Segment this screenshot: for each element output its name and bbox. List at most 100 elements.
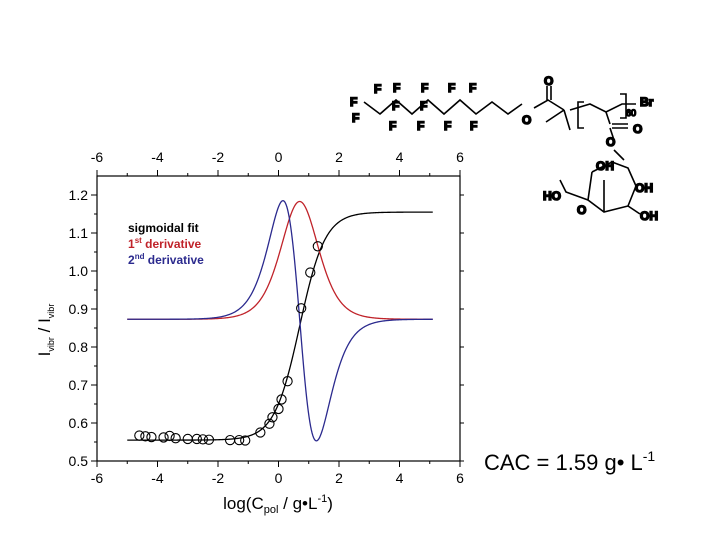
atom-label: F (392, 99, 399, 113)
y-axis-title: Ivibr / Ivibr (35, 304, 56, 357)
y-axis-title-slash: / (35, 323, 54, 337)
y-axis-title-main: I (35, 352, 54, 357)
data-point (140, 431, 151, 442)
legend-item: 1st derivative (128, 236, 202, 251)
y-axis-title-sub2: vibr (46, 304, 56, 319)
atom-label: OH (635, 181, 653, 195)
atom-label: F (470, 119, 477, 133)
y-tick-label: 0.6 (69, 415, 89, 431)
atom-label: F (393, 81, 400, 95)
x-tick-label-bottom: 6 (456, 470, 464, 486)
atom-label: O (544, 74, 553, 88)
legend-item-text: 1 (128, 237, 135, 251)
x-axis-title-end: ) (327, 494, 333, 513)
legend-item-sup: st (135, 236, 142, 245)
data-point (296, 303, 307, 314)
atom-label: F (420, 99, 427, 113)
repeat-subscript: 60 (626, 108, 636, 118)
legend-item: sigmoidal fit (128, 221, 199, 235)
data-point (312, 241, 323, 252)
data-point (197, 434, 209, 445)
data-point (234, 434, 245, 446)
second-derivative-line (127, 199, 433, 442)
x-tick-label-bottom: 0 (275, 470, 283, 486)
x-axis-title: log(Cpol / g•L-1) (223, 493, 333, 516)
data-point (264, 418, 275, 429)
legend-item: 2nd derivative (128, 252, 204, 267)
atom-label: HO (543, 189, 561, 203)
legend-item-text: sigmoidal fit (128, 221, 199, 235)
x-tick-label-bottom: 4 (396, 470, 404, 486)
x-tick-label-top: 6 (456, 149, 464, 165)
atom-label: OH (640, 209, 658, 223)
x-axis-title-mid: / g•L (278, 494, 317, 513)
x-tick-label-bottom: -4 (151, 470, 164, 486)
y-axis-title-main2: I (35, 318, 54, 323)
legend-item-rest: derivative (142, 237, 202, 251)
data-point (273, 403, 284, 415)
data-point (164, 430, 175, 442)
atom-label: F (421, 81, 428, 95)
atom-label: F (448, 81, 455, 95)
x-tick-label-top: 2 (335, 149, 343, 165)
atom-label: F (389, 119, 396, 133)
atom-label: F (352, 111, 359, 125)
atom-label: F (469, 81, 476, 95)
y-tick-label: 1.1 (69, 225, 89, 241)
sigmoidal-fit-line (127, 211, 433, 441)
plot-frame: -6 -6 -4 -4 -2 -2 0 0 2 2 4 4 6 6 0.5 0.6 0.7 0.8 0.9 1.0 1.… (69, 149, 465, 486)
x-axis-title-sup: -1 (317, 493, 327, 505)
x-tick-label-bottom: -2 (212, 470, 225, 486)
data-point (182, 433, 193, 445)
fit-curves (127, 199, 433, 442)
data-point (267, 412, 278, 423)
data-point (170, 433, 181, 444)
data-points (134, 241, 323, 446)
cac-annotation: CAC = 1.59 g• L-1 (484, 448, 655, 475)
data-point (224, 434, 236, 446)
data-point (191, 433, 202, 445)
x-tick-label-top: 4 (396, 149, 404, 165)
data-point (203, 434, 215, 445)
atom-label: F (374, 82, 381, 96)
y-tick-label: 0.9 (69, 301, 89, 317)
data-point (305, 267, 316, 278)
x-axis-title-main: log(C (223, 494, 264, 513)
legend-item-sup: nd (135, 252, 145, 261)
atom-label: Br (640, 95, 654, 109)
data-point (146, 431, 157, 443)
atom-label: F (444, 119, 451, 133)
atom-label: O (606, 135, 615, 149)
data-point (276, 394, 287, 405)
y-axis-title-sub: vibr (46, 337, 56, 352)
atom-label: F (350, 95, 357, 109)
atom-label: O (577, 203, 586, 217)
x-tick-label-bottom: -6 (91, 470, 104, 486)
cac-annotation-sup: -1 (643, 448, 656, 464)
cac-annotation-text: CAC = 1.59 g• L (484, 450, 643, 475)
x-tick-label-top: -6 (91, 149, 104, 165)
y-tick-label: 0.5 (69, 453, 89, 469)
y-tick-label: 1.2 (69, 187, 89, 203)
data-point (158, 432, 169, 443)
x-tick-label-top: -2 (212, 149, 225, 165)
atom-label: O (633, 122, 642, 136)
data-point (255, 427, 266, 438)
data-point (134, 430, 145, 441)
x-tick-label-bottom: 2 (335, 470, 343, 486)
atom-label: F (417, 119, 424, 133)
data-point (240, 435, 251, 446)
legend-item-rest: derivative (144, 253, 204, 267)
data-point (282, 376, 293, 387)
atom-label: OH (596, 159, 614, 173)
atom-label: O (522, 113, 531, 127)
y-tick-label: 0.7 (69, 377, 89, 393)
y-tick-label: 0.8 (69, 339, 89, 355)
y-tick-label: 1.0 (69, 263, 89, 279)
x-tick-label-top: -4 (151, 149, 164, 165)
x-axis-title-sub: pol (264, 504, 279, 516)
